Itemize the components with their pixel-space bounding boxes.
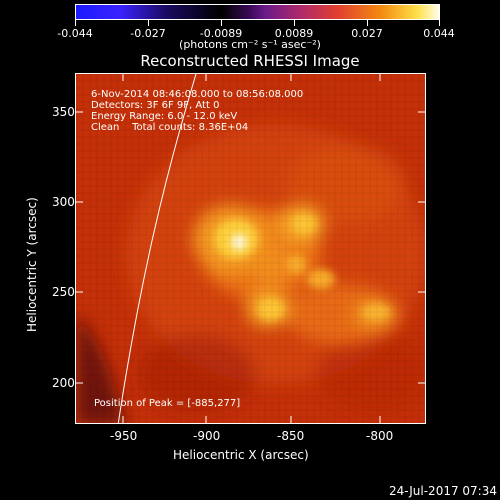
y-tick-label: 200 — [52, 376, 75, 390]
detectors-text: Detectors: 3F 6F 9F, Att 0 — [91, 100, 220, 111]
colorbar-tick-label: 0.0089 — [274, 27, 314, 40]
colorbar-units: (photons cm⁻² s⁻¹ asec⁻²) — [179, 38, 321, 51]
colorbar-tick-label: -0.044 — [57, 27, 93, 40]
colorbar — [75, 4, 440, 20]
pixel-grid — [76, 74, 425, 423]
colorbar-tick-label: -0.027 — [130, 27, 166, 40]
colorbar-tick — [367, 20, 368, 26]
colorbar-tick — [294, 20, 295, 26]
energy-range-text: Energy Range: 6.0 - 12.0 keV — [91, 111, 238, 122]
solar-limb-line — [117, 74, 197, 423]
y-tick-label: 250 — [52, 285, 75, 299]
colorbar-tick-label: 0.044 — [423, 27, 455, 40]
colorbar-tick — [75, 20, 76, 26]
colorbar-tick — [221, 20, 222, 26]
x-tick-label: -850 — [277, 429, 305, 443]
y-axis-label: Heliocentric Y (arcsec) — [25, 197, 39, 332]
colorbar-tick-label: 0.027 — [351, 27, 383, 40]
time-range-text: 6-Nov-2014 08:46:08.000 to 08:56:08.000 — [91, 89, 304, 100]
timestamp: 24-Jul-2017 07:34 — [388, 484, 497, 498]
peak-position-text: Position of Peak = [-885,277] — [94, 398, 241, 409]
y-tick-label: 350 — [52, 105, 75, 119]
x-tick-label: -900 — [193, 429, 221, 443]
x-axis-label: Heliocentric X (arcsec) — [173, 448, 309, 462]
x-tick-label: -950 — [110, 429, 138, 443]
plot-title: Reconstructed RHESSI Image — [140, 52, 360, 70]
clean-counts-text: Clean Total counts: 8.36E+04 — [91, 122, 249, 133]
colorbar-tick — [439, 20, 440, 26]
rhessi-image: 6-Nov-2014 08:46:08.000 to 08:56:08.000 … — [75, 73, 426, 424]
x-tick-label: -800 — [366, 429, 394, 443]
y-tick-label: 300 — [52, 195, 75, 209]
colorbar-tick — [148, 20, 149, 26]
image-map — [76, 74, 425, 423]
colorbar-tick-label: -0.0089 — [199, 27, 243, 40]
